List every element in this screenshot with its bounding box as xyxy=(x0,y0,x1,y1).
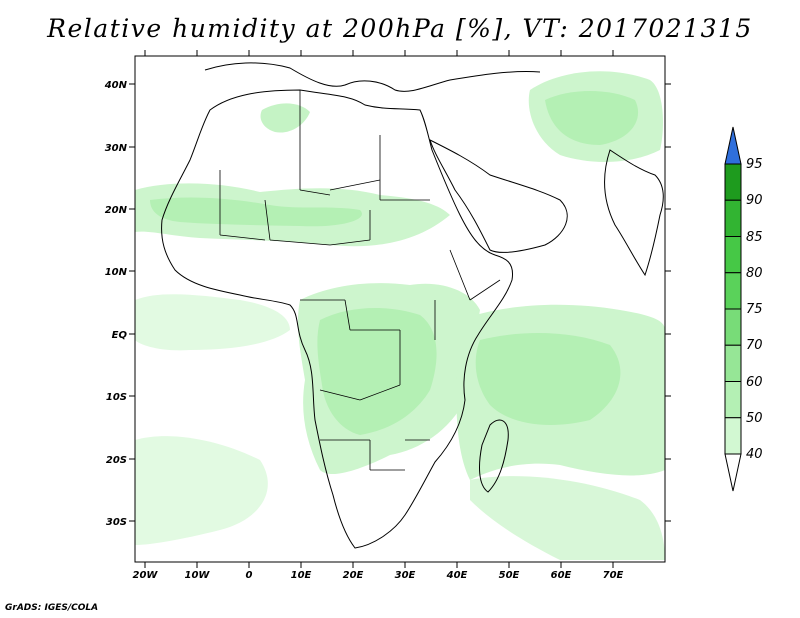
humidity-area-indian-core xyxy=(475,333,621,425)
lon-label-20w: 20W xyxy=(133,570,159,581)
lon-label-40e: 40E xyxy=(446,570,468,581)
arabia-coastline xyxy=(429,139,568,253)
madagascar-coastline xyxy=(479,419,509,493)
colorbar-label-80: 80 xyxy=(746,266,763,281)
humidity-area-maghreb xyxy=(260,103,310,133)
grads-credit: GrADS: IGES/COLA xyxy=(5,603,99,613)
lat-label-20s: 20S xyxy=(106,455,127,466)
coastlines xyxy=(161,62,664,549)
colorbar-label-95: 95 xyxy=(746,157,763,172)
europe-coastline xyxy=(204,62,541,92)
colorbar-label-70: 70 xyxy=(746,338,763,353)
plot-frame xyxy=(134,55,666,563)
colorbar-label-50: 50 xyxy=(746,411,763,426)
country-borders xyxy=(219,90,501,471)
longitude-axis: 20W 10W 0 10E 20E 30E 40E 50E 60E 70E xyxy=(133,50,624,581)
lat-label-30n: 30N xyxy=(105,143,128,154)
colorbar-box xyxy=(724,199,742,237)
colorbar-label-40: 40 xyxy=(746,447,763,462)
humidity-area-south-indian xyxy=(470,476,665,560)
lon-label-50e: 50E xyxy=(499,570,520,581)
colorbar-label-60: 60 xyxy=(746,375,763,390)
lat-label-10n: 10N xyxy=(105,267,128,278)
colorbar-box xyxy=(724,344,742,382)
lon-label-30e: 30E xyxy=(395,570,416,581)
colorbar-box xyxy=(724,236,742,274)
humidity-area-south-atlantic xyxy=(135,436,268,545)
lon-label-60e: 60E xyxy=(551,570,572,581)
colorbar-box xyxy=(724,381,742,419)
colorbar-box xyxy=(724,272,742,310)
colorbar-box xyxy=(724,308,742,346)
colorbar: 95 90 85 80 75 70 60 50 40 xyxy=(724,126,763,492)
colorbar-label-85: 85 xyxy=(746,230,763,245)
humidity-area-sahel-core xyxy=(150,197,362,227)
lat-label-eq: EQ xyxy=(112,330,128,341)
colorbar-over-triangle xyxy=(724,126,742,165)
latitude-axis: 40N 30N 20N 10N EQ 10S 20S 30S xyxy=(104,80,671,528)
lat-label-20n: 20N xyxy=(105,205,128,216)
lon-label-10e: 10E xyxy=(291,570,312,581)
colorbar-boxes xyxy=(724,163,742,455)
colorbar-label-90: 90 xyxy=(746,193,763,208)
colorbar-under-triangle xyxy=(724,453,742,492)
lat-label-10s: 10S xyxy=(106,392,127,403)
lat-label-30s: 30S xyxy=(106,517,127,528)
lon-label-10w: 10W xyxy=(185,570,211,581)
colorbar-box xyxy=(724,417,742,455)
lon-label-0: 0 xyxy=(246,570,253,581)
lon-label-70e: 70E xyxy=(603,570,624,581)
map-title: Relative humidity at 200hPa [%], VT: 201… xyxy=(47,14,753,43)
humidity-area-atlantic xyxy=(135,294,290,351)
colorbar-box xyxy=(724,163,742,201)
lon-label-20e: 20E xyxy=(343,570,364,581)
lat-label-40n: 40N xyxy=(104,80,128,91)
india-coastline xyxy=(604,149,664,277)
colorbar-label-75: 75 xyxy=(746,302,763,317)
humidity-area-middle-east-core xyxy=(545,91,639,145)
humidity-area-central-core xyxy=(317,308,437,435)
africa-coastline xyxy=(161,89,514,549)
